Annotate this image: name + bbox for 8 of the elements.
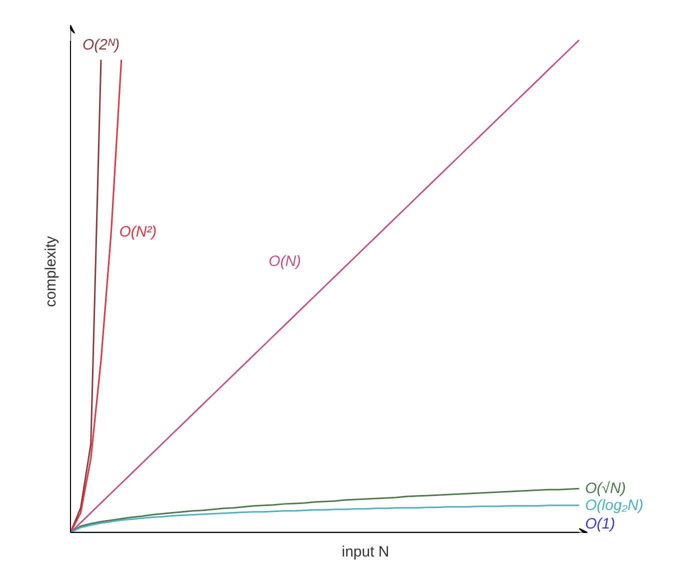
series-label: O(2ᴺ) <box>82 36 120 54</box>
x-axis-title: input N <box>342 544 390 560</box>
series-label: O(√N) <box>585 480 626 498</box>
series-label: O(1) <box>585 516 616 532</box>
series-label: O(log₂N) <box>585 496 644 514</box>
series-label: O(N) <box>268 252 302 270</box>
y-axis-title: complexity <box>42 236 60 307</box>
series-label: O(N²) <box>119 224 157 241</box>
